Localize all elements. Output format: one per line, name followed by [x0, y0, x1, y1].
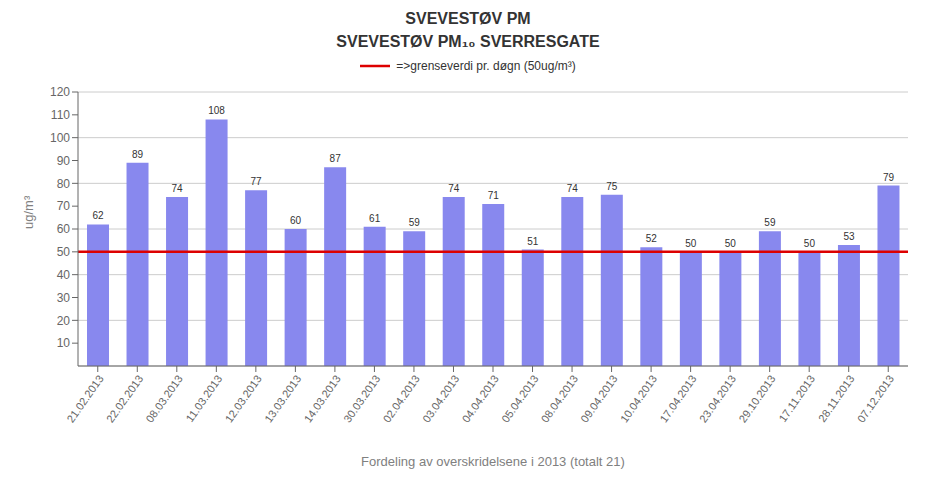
svg-text:05.04.2013: 05.04.2013: [499, 373, 540, 425]
svg-text:110: 110: [51, 108, 70, 122]
svg-text:59: 59: [409, 217, 421, 228]
svg-text:74: 74: [567, 183, 579, 194]
svg-text:71: 71: [488, 190, 500, 201]
svg-text:75: 75: [606, 181, 618, 192]
svg-text:08.04.2013: 08.04.2013: [539, 373, 580, 425]
svg-text:21.02.2013: 21.02.2013: [64, 373, 105, 425]
svg-text:70: 70: [57, 199, 71, 213]
svg-text:61: 61: [369, 213, 381, 224]
svg-text:60: 60: [57, 222, 71, 236]
svg-text:30.03.2013: 30.03.2013: [341, 373, 382, 425]
svg-text:74: 74: [171, 183, 183, 194]
svg-text:50: 50: [685, 238, 697, 249]
svg-text:40: 40: [57, 268, 71, 282]
svg-text:Fordeling av overskridelsene i: Fordeling av overskridelsene i 2013 (tot…: [361, 454, 625, 469]
svg-text:108: 108: [208, 105, 225, 116]
svg-text:22.02.2013: 22.02.2013: [104, 373, 145, 425]
svg-text:09.04.2013: 09.04.2013: [578, 373, 619, 425]
svg-text:62: 62: [92, 210, 104, 221]
svg-text:50: 50: [804, 238, 816, 249]
svg-text:60: 60: [290, 215, 302, 226]
svg-text:03.04.2013: 03.04.2013: [420, 373, 461, 425]
html-text:=>grenseverdi pr. døgn (50ug/m: =>grenseverdi pr. døgn (50ug/m³): [396, 59, 576, 73]
svg-text:29.10.2013: 29.10.2013: [736, 373, 777, 425]
svg-text:ug/m³: ug/m³: [21, 195, 36, 229]
svg-text:17.11.2013: 17.11.2013: [776, 373, 817, 424]
svg-text:100: 100: [50, 131, 70, 145]
svg-text:02.04.2013: 02.04.2013: [381, 373, 422, 425]
svg-text:80: 80: [57, 177, 71, 191]
svg-text:77: 77: [251, 176, 263, 187]
svg-text:04.04.2013: 04.04.2013: [460, 373, 501, 425]
svg-text:28.11.2013: 28.11.2013: [816, 373, 857, 424]
svg-text:79: 79: [883, 172, 895, 183]
svg-text:12.03.2013: 12.03.2013: [222, 373, 263, 425]
svg-text:50: 50: [725, 238, 737, 249]
svg-text:14.03.2013: 14.03.2013: [302, 373, 343, 425]
svg-text:50: 50: [57, 245, 71, 259]
svg-text:11.03.2013: 11.03.2013: [183, 373, 224, 424]
svg-text:89: 89: [132, 149, 144, 160]
svg-text:10: 10: [57, 336, 71, 350]
html-text:SVEVESTØV PM₁₀ SVERRESGATE: SVEVESTØV PM₁₀ SVERRESGATE: [336, 33, 600, 50]
svg-text:23.04.2013: 23.04.2013: [697, 373, 738, 425]
svg-text:07.12.2013: 07.12.2013: [855, 373, 896, 425]
html-text:SVEVESTØV PM: SVEVESTØV PM: [405, 10, 531, 27]
svg-text:53: 53: [843, 231, 855, 242]
svg-text:13.03.2013: 13.03.2013: [262, 373, 303, 425]
svg-text:08.03.2013: 08.03.2013: [143, 373, 184, 425]
svg-text:74: 74: [448, 183, 460, 194]
svg-text:51: 51: [527, 236, 539, 247]
svg-text:59: 59: [764, 217, 776, 228]
svg-text:120: 120: [50, 85, 70, 99]
svg-text:20: 20: [57, 314, 71, 328]
svg-text:17.04.2013: 17.04.2013: [657, 373, 698, 425]
svg-text:90: 90: [57, 154, 71, 168]
svg-text:30: 30: [57, 291, 71, 305]
svg-text:10.04.2013: 10.04.2013: [618, 373, 659, 425]
svg-text:52: 52: [646, 233, 658, 244]
svg-text:87: 87: [330, 153, 342, 164]
